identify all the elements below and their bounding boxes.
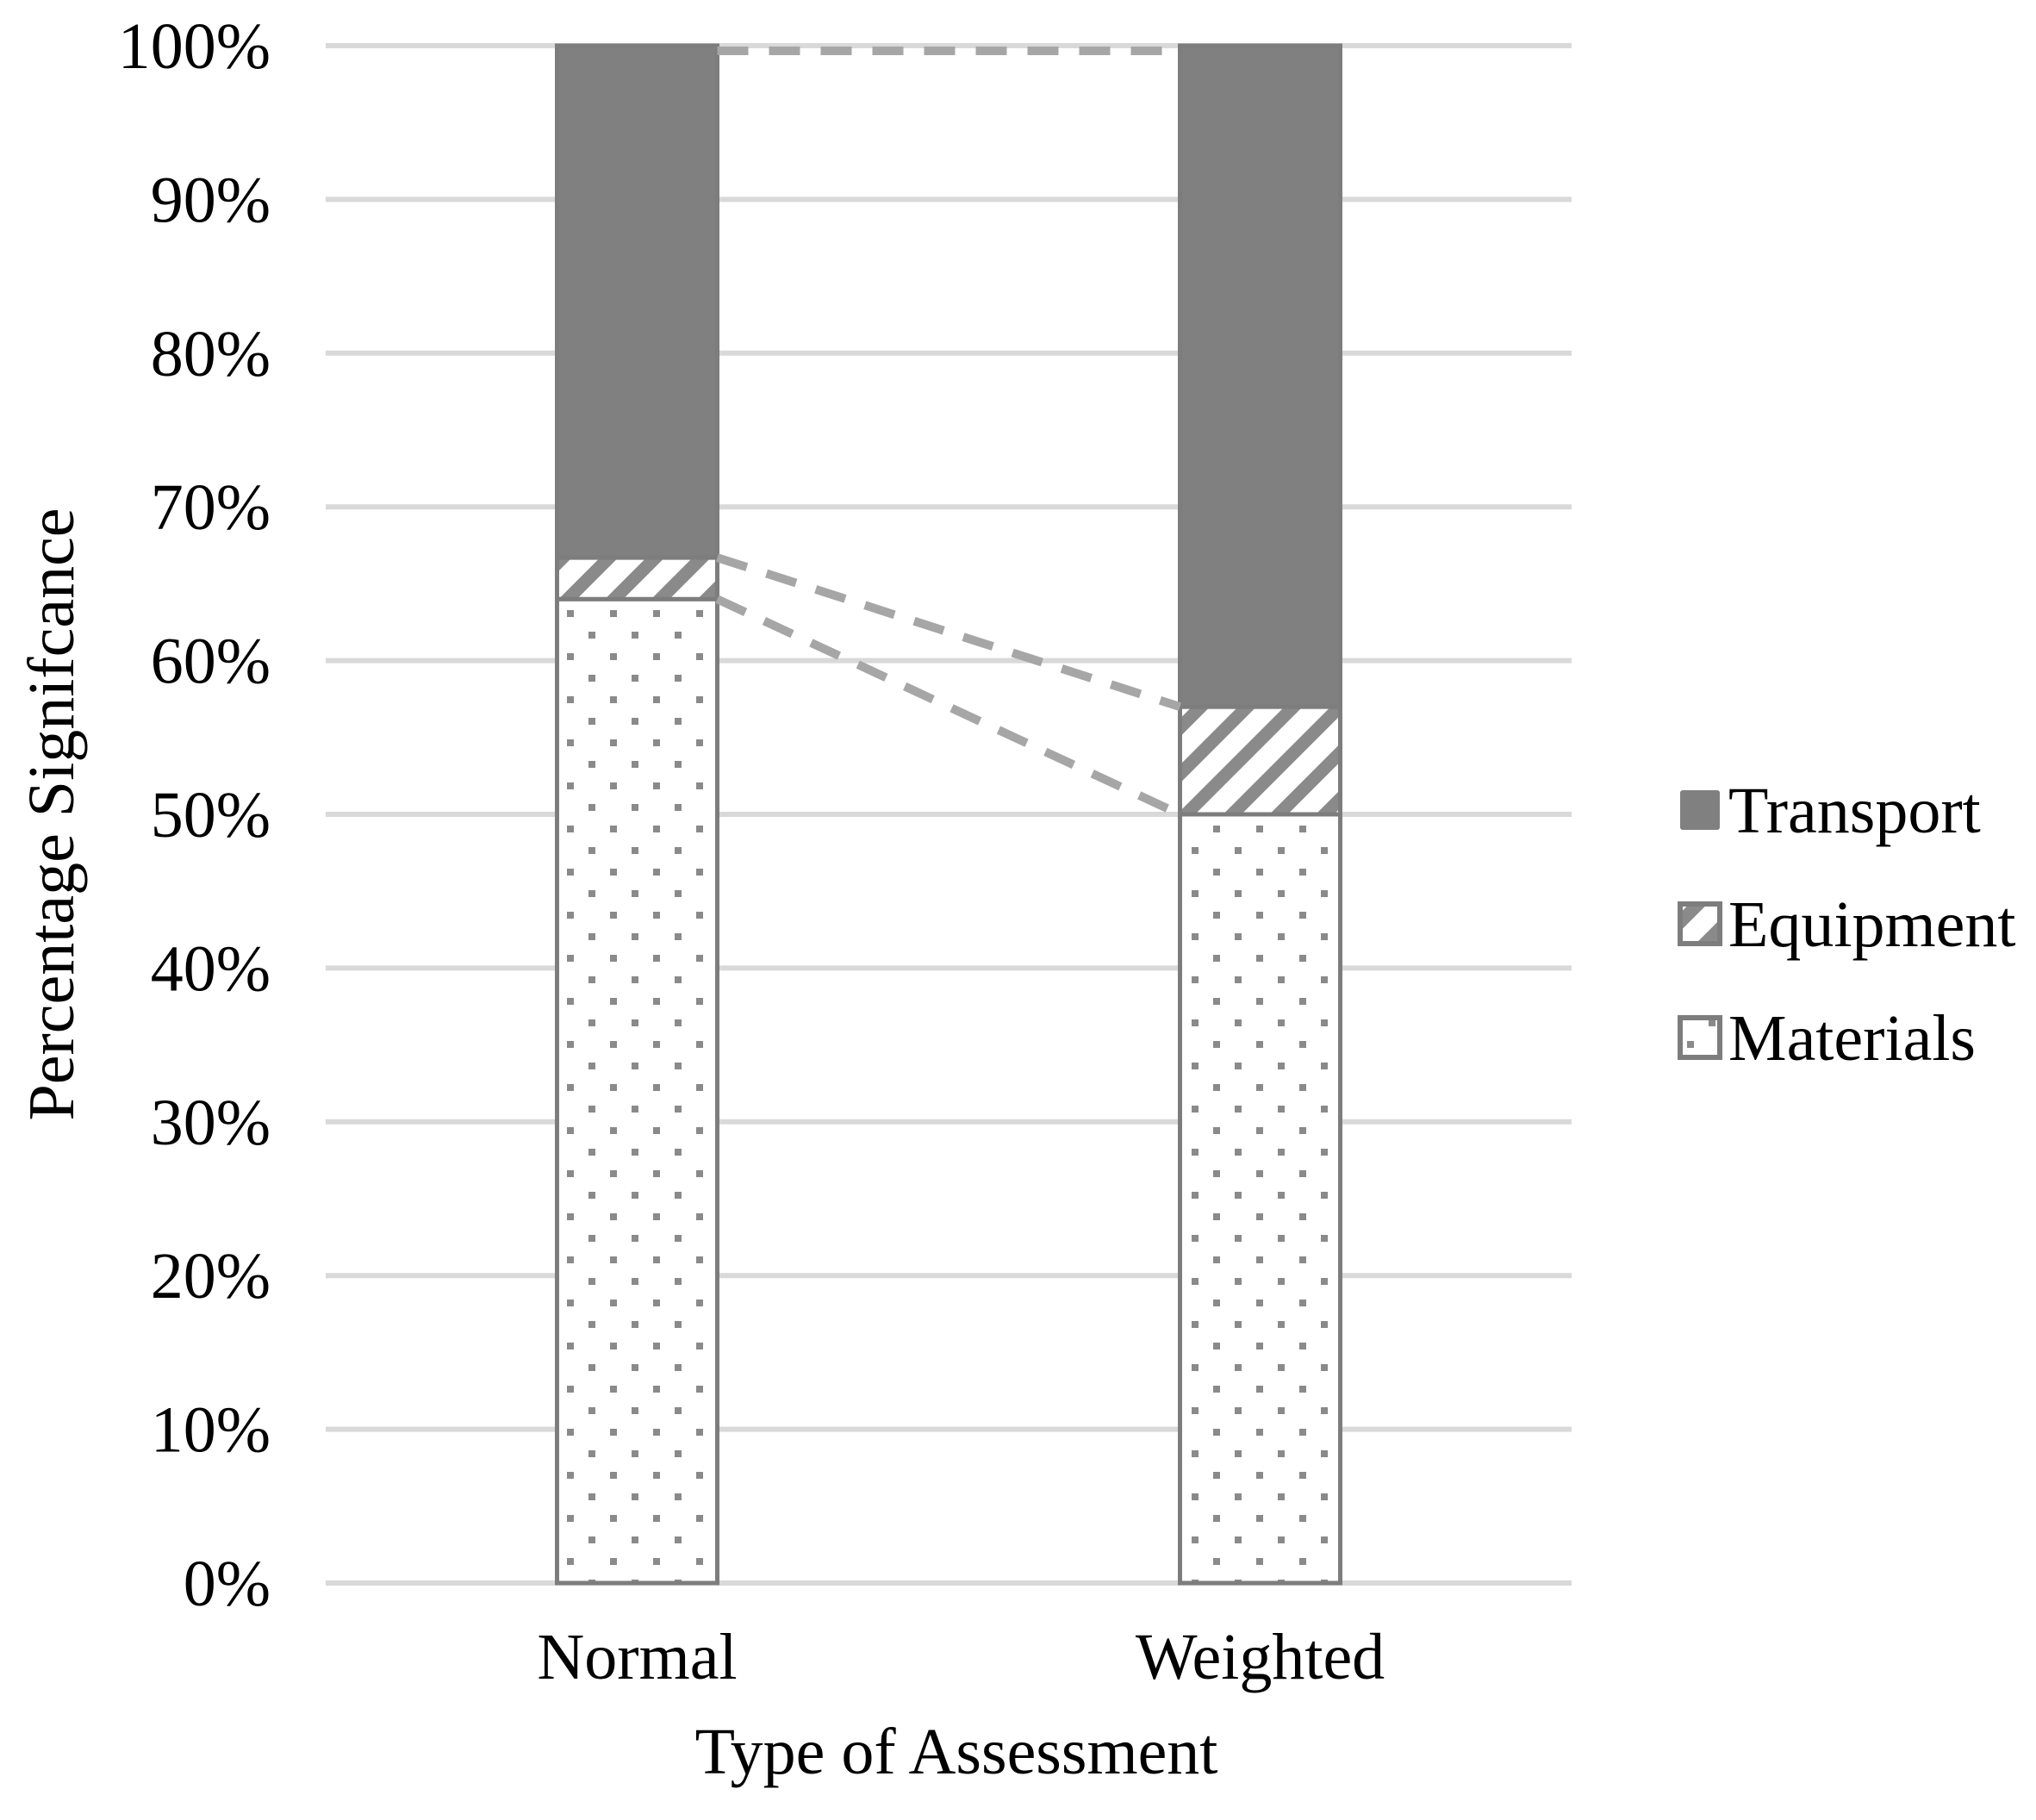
legend-label: Materials [1728, 1002, 1976, 1075]
gridlines [326, 43, 1572, 1586]
y-tick-label: 20% [151, 1240, 271, 1312]
connectors [715, 47, 1182, 819]
connector-line-equipment-top [715, 553, 1182, 711]
x-category-label: Weighted [1136, 1621, 1385, 1693]
y-axis-tick-labels: 100% 90% 80% 70% 60% 50% 40% 30% 20% 10%… [118, 10, 271, 1620]
y-tick-label: 100% [118, 10, 271, 83]
x-axis-tick-labels: Normal Weighted [537, 1621, 1385, 1693]
legend-item-equipment: Equipment [1678, 888, 2016, 961]
y-tick-label: 30% [151, 1087, 271, 1159]
bars [555, 43, 1342, 1586]
legend-swatch-dots-icon [1678, 1015, 1722, 1060]
y-axis-title: Percentage Signifcance [16, 508, 88, 1120]
y-tick-label: 90% [151, 164, 271, 236]
bar-segment-normal-transport [555, 43, 719, 560]
bar-segment-normal-materials [555, 596, 719, 1586]
y-tick-label: 40% [151, 932, 271, 1005]
y-tick-label: 70% [151, 471, 271, 544]
legend-swatch-hatch-icon [1678, 901, 1722, 946]
x-axis-title: Type of Assessment [695, 1716, 1218, 1788]
y-tick-label: 10% [151, 1394, 271, 1467]
legend-item-transport: Transport [1680, 775, 1981, 847]
legend-label: Equipment [1728, 888, 2016, 961]
y-tick-label: 80% [151, 318, 271, 390]
bar-segment-weighted-materials [1178, 812, 1342, 1586]
legend-item-materials: Materials [1678, 1002, 1976, 1075]
legend-label: Transport [1728, 775, 1981, 847]
y-tick-label: 0% [184, 1548, 271, 1620]
x-category-label: Normal [537, 1621, 737, 1693]
legend: Transport Equipment Materials [1678, 775, 2016, 1075]
legend-swatch-solid-icon [1680, 790, 1720, 830]
bar-segment-weighted-equipment [1178, 704, 1342, 817]
connector-line-materials-top [715, 595, 1182, 819]
y-tick-label: 60% [151, 626, 271, 698]
bar-segment-normal-equipment [555, 555, 719, 601]
y-tick-label: 50% [151, 779, 271, 851]
bar-segment-weighted-transport [1178, 43, 1342, 709]
